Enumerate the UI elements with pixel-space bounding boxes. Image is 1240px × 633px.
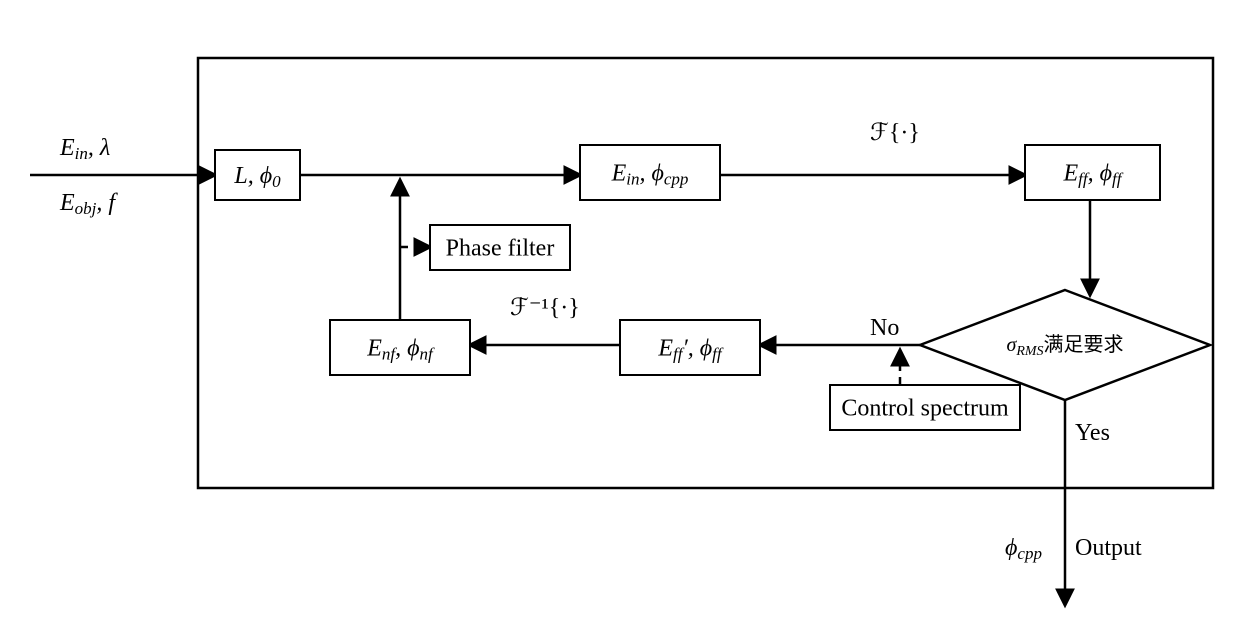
input-label-bottom: Eobj, f <box>59 190 118 218</box>
label-fourier: ℱ{·} <box>870 120 920 146</box>
frame-rect <box>198 58 1213 488</box>
label-phi_cpp: ϕcpp <box>1005 535 1042 563</box>
input-label-top: Ein, λ <box>59 135 110 163</box>
label-inv_fourier: ℱ⁻¹{·} <box>510 295 580 321</box>
label-output: Output <box>1075 535 1142 561</box>
label-yes: Yes <box>1075 420 1110 446</box>
label-no: No <box>870 315 899 341</box>
box-label-box_phasefilt: Phase filter <box>446 236 555 262</box>
box-label-box_ctrl: Control spectrum <box>841 396 1009 422</box>
